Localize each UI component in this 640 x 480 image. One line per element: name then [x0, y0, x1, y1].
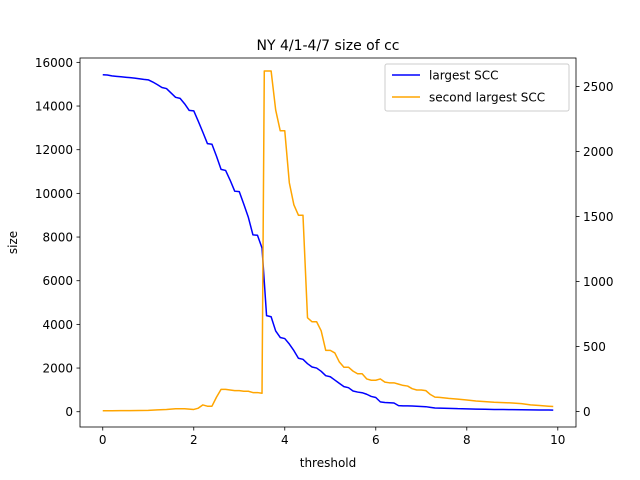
- y-right-tick-label: 2000: [583, 145, 614, 159]
- y-left-tick-label: 10000: [35, 187, 73, 201]
- y-left-tick-label: 8000: [42, 231, 73, 245]
- y-right-tick-label: 500: [583, 340, 606, 354]
- y-left-tick-label: 12000: [35, 143, 73, 157]
- series-layer: [102, 70, 554, 412]
- y-left-tick-label: 2000: [42, 362, 73, 376]
- y-axis-label: size: [6, 231, 20, 254]
- legend-box: [384, 63, 570, 112]
- x-tick-label: 2: [190, 433, 198, 447]
- series-line-largest-scc: [102, 74, 554, 411]
- y-right-tick-label: 1500: [583, 210, 614, 224]
- y-left-tick-label: 4000: [42, 318, 73, 332]
- y-right-tick-label: 0: [583, 405, 591, 419]
- chart-title: NY 4/1-4/7 size of cc: [257, 38, 400, 54]
- axes-layer: 0 2 4 6 8 10020004000600080001000012000140001…: [35, 56, 614, 447]
- y-right-tick-label: 1000: [583, 275, 614, 289]
- x-tick-label: 6: [372, 433, 380, 447]
- x-axis-label: threshold: [300, 456, 357, 470]
- x-tick-label: 10: [550, 433, 565, 447]
- y-left-tick-label: 14000: [35, 100, 73, 114]
- legend-label-largest-scc: largest SCC: [429, 69, 499, 83]
- x-tick-label: 0: [99, 433, 107, 447]
- y-left-tick-label: 0: [65, 405, 73, 419]
- x-tick-label: 8: [463, 433, 471, 447]
- series-line-second-largest-scc: [102, 70, 554, 412]
- x-tick-label: 4: [281, 433, 289, 447]
- y-right-tick-label: 2500: [583, 80, 614, 94]
- y-left-tick-label: 16000: [35, 56, 73, 70]
- plot-frame: [79, 57, 577, 428]
- legend-label-second-largest-scc: second largest SCC: [429, 91, 545, 105]
- legend: largest SCC second largest SCC: [384, 63, 570, 112]
- y-left-tick-label: 6000: [42, 274, 73, 288]
